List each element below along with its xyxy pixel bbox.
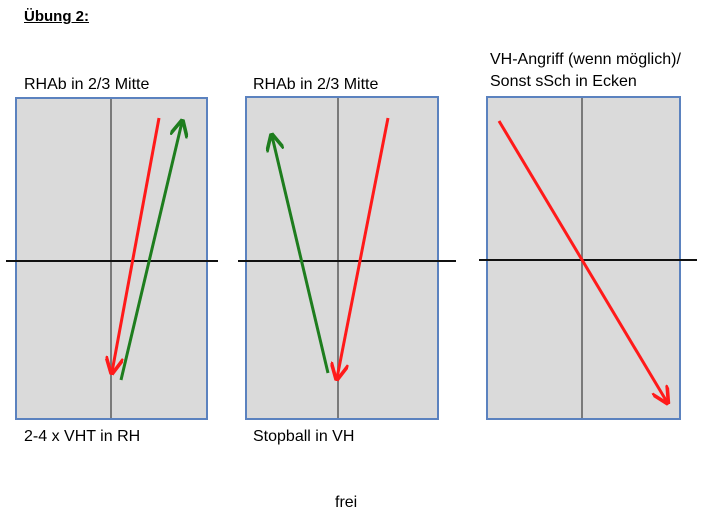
panel-2-green-arrow [272,136,330,374]
panel-1-top-label: RHAb in 2/3 Mitte [24,76,150,93]
panel-2-center-line [337,98,339,418]
panel-3-net-line [479,259,697,261]
panel-1-bottom-label: 2-4 x VHT in RH [24,428,141,445]
exercise-title: Übung 2: [24,8,89,25]
panel-1-net-line [6,260,218,262]
panel-3-red-arrow [497,120,667,402]
panel-2-bottom-label: Stopball in VH [253,428,355,445]
panel-1-green-arrow [119,122,182,381]
panel-1-center-line [110,99,112,418]
panel-2-top-label: RHAb in 2/3 Mitte [253,76,379,93]
panel-3-top-label-line-2: Sonst sSch in Ecken [490,73,637,90]
panel-3-top-label-line-1: VH-Angriff (wenn möglich)/ [490,51,681,68]
panel-2-red-arrow [337,117,390,378]
footer-label: frei [335,494,358,511]
panel-2-net-line [238,260,456,262]
panel-1-red-arrow [112,117,161,372]
